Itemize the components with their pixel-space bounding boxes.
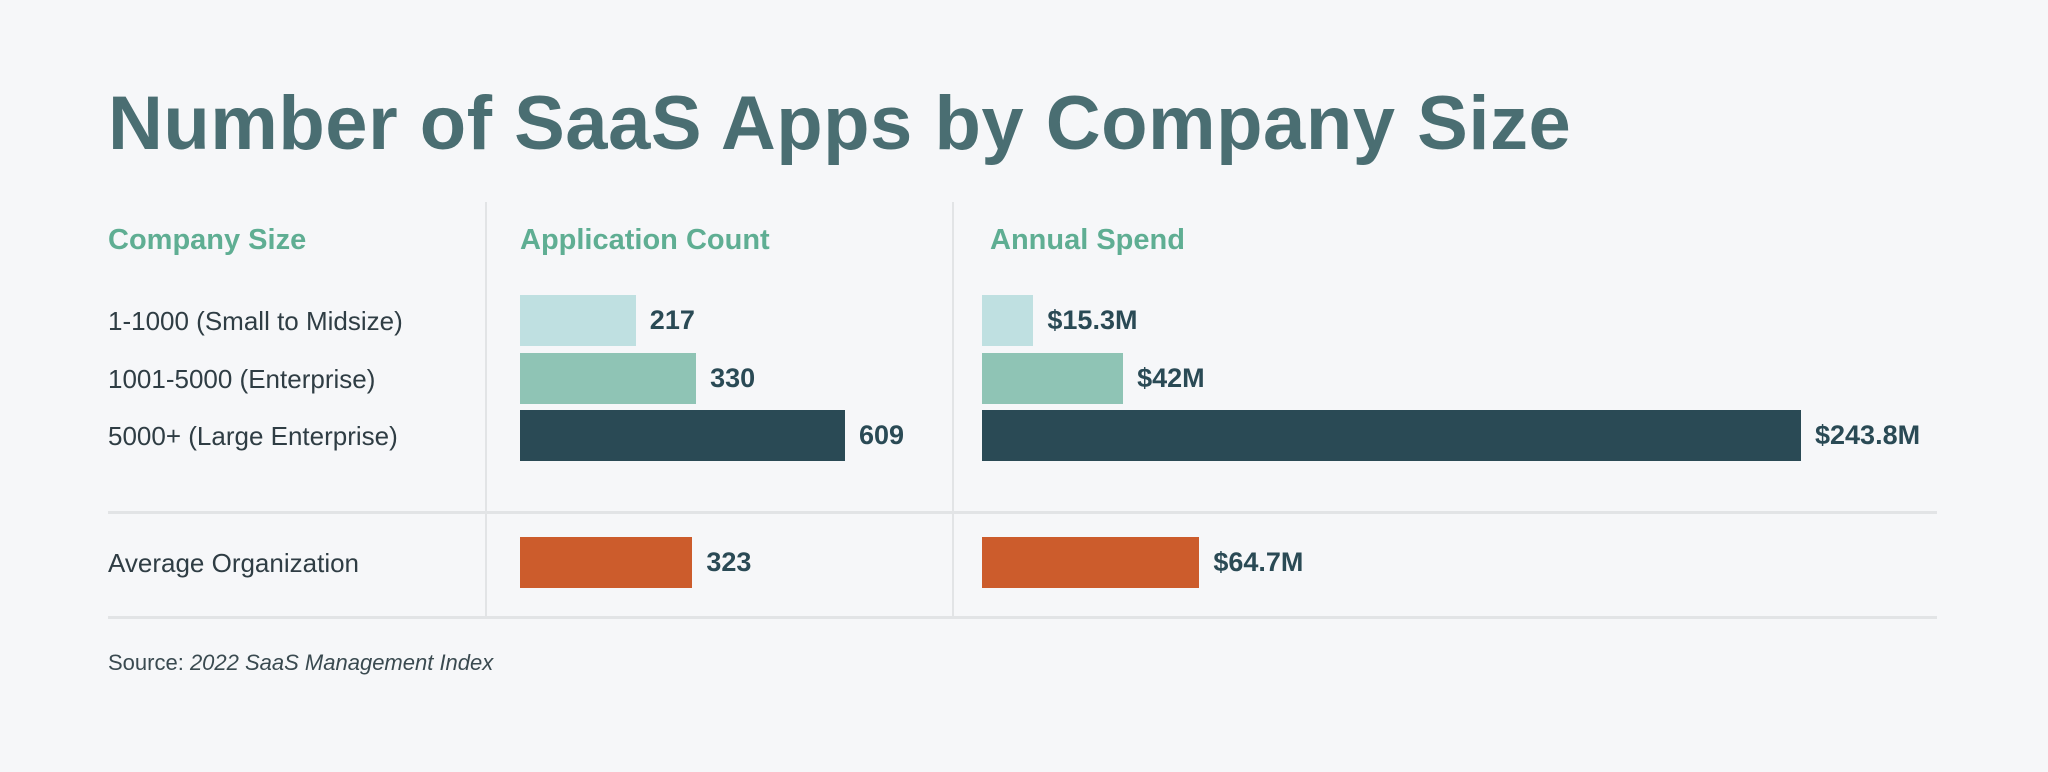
- application-count-bar: [520, 537, 693, 588]
- row-divider: [108, 511, 1937, 514]
- source-note: Source: 2022 SaaS Management Index: [108, 650, 493, 676]
- data-label: 330: [710, 363, 756, 393]
- data-label: 609: [859, 420, 905, 450]
- row-label: 1-1000 (Small to Midsize): [108, 306, 403, 336]
- row-label: 1001-5000 (Enterprise): [108, 364, 376, 394]
- company-size-header: Company Size: [108, 224, 307, 256]
- data-label: $243.8M: [1815, 420, 1921, 450]
- annual-spend-bar: [982, 410, 1801, 461]
- data-label: 323: [706, 547, 752, 577]
- annual-spend-bar: [982, 537, 1200, 588]
- data-label: $15.3M: [1047, 305, 1138, 335]
- data-label: 217: [649, 305, 695, 335]
- application-count-bar: [520, 295, 636, 346]
- column-divider: [952, 202, 954, 617]
- annual-spend-bar: [982, 353, 1124, 404]
- application-count-header: Application Count: [520, 224, 770, 256]
- row-label: 5000+ (Large Enterprise): [108, 421, 398, 451]
- source-prefix: Source:: [108, 650, 190, 675]
- application-count-bar: [520, 410, 845, 461]
- bottom-divider: [108, 616, 1937, 619]
- data-label: $42M: [1137, 363, 1205, 393]
- chart-title: Number of SaaS Apps by Company Size: [108, 81, 1572, 166]
- row-label: Average Organization: [108, 548, 360, 578]
- data-label: $64.7M: [1213, 547, 1304, 577]
- column-divider: [485, 202, 487, 617]
- annual-spend-bar: [982, 295, 1034, 346]
- annual-spend-header: Annual Spend: [990, 224, 1185, 256]
- source-name: 2022 SaaS Management Index: [189, 650, 494, 675]
- application-count-bar: [520, 353, 697, 404]
